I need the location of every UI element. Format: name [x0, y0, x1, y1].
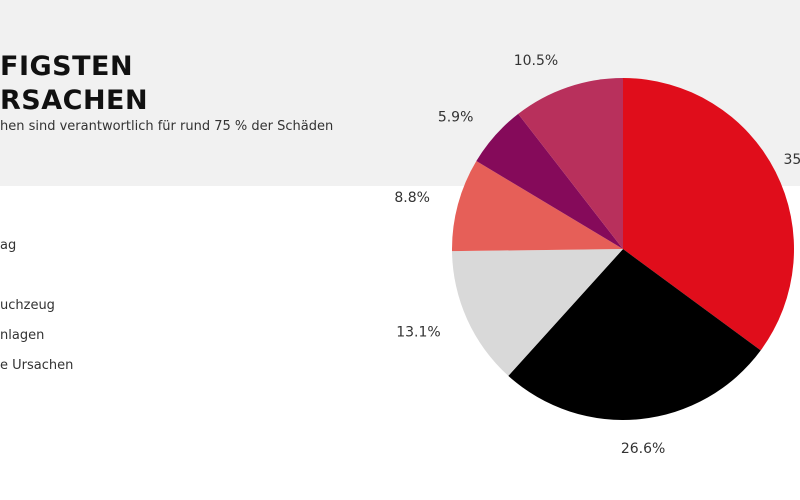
title-line-2: RSACHEN — [0, 85, 149, 116]
data-label: 8.8% — [394, 190, 430, 206]
legend-item: ag — [0, 238, 17, 253]
data-label: 13.1% — [396, 324, 440, 340]
pie-slice — [452, 249, 623, 376]
pie-slice — [518, 78, 623, 249]
legend-item: uchzeug — [0, 298, 55, 313]
pie-slice — [452, 161, 623, 252]
subtitle: hen sind verantwortlich für rund 75 % de… — [0, 119, 334, 134]
data-label: 5.9% — [438, 109, 474, 125]
legend-item: e Ursachen — [0, 358, 74, 373]
pie-slice — [476, 113, 623, 250]
data-label: 35.1% — [783, 152, 800, 168]
legend-item: nlagen — [0, 328, 45, 343]
page-title: FIGSTEN RSACHEN — [0, 50, 148, 118]
data-label: 26.6% — [621, 441, 665, 457]
data-label: 10.5% — [514, 53, 558, 69]
pie-slice — [623, 78, 794, 351]
pie-slice — [508, 249, 761, 420]
title-line-1: FIGSTEN — [0, 51, 134, 82]
